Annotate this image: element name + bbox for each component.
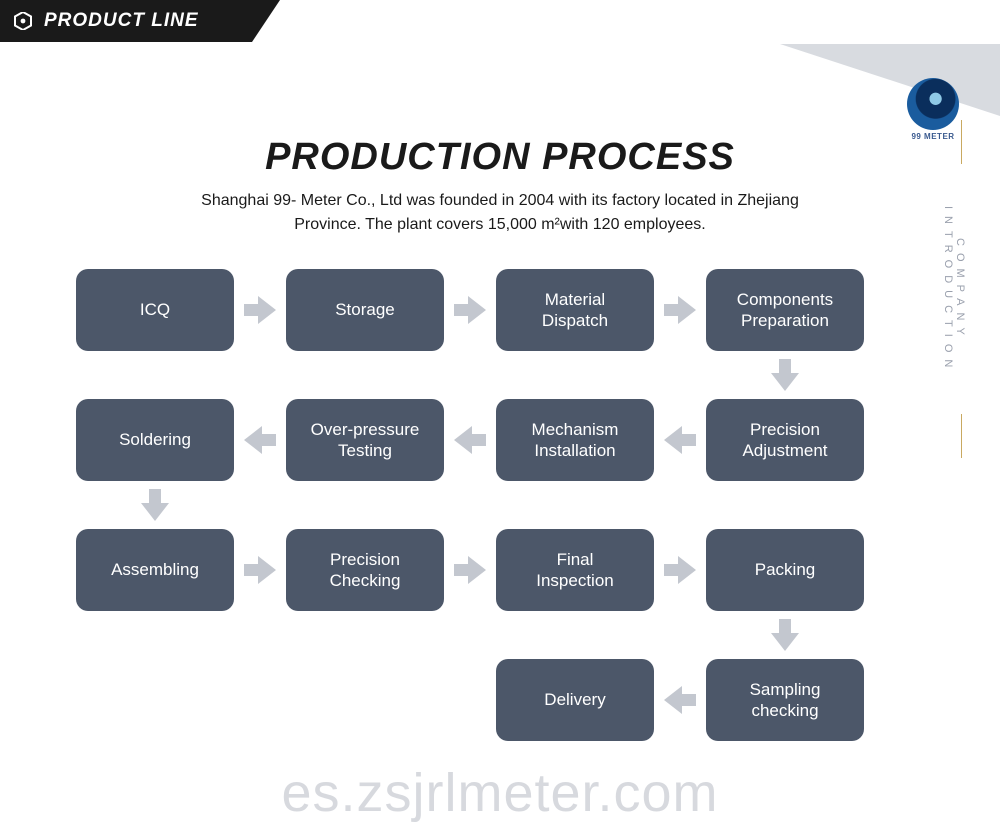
flow-arrow-right-icon [662,292,698,328]
header-band: PRODUCT LINE [0,0,252,42]
flow-node-n12: Packing [706,529,864,611]
page-title: PRODUCTION PROCESS [0,136,1000,179]
flow-node-n3: MaterialDispatch [496,269,654,351]
flow-node-n8: Soldering [76,399,234,481]
flow-arrow-down-icon [767,357,803,393]
flow-node-n5: PrecisionAdjustment [706,399,864,481]
flow-arrow-left-icon [662,682,698,718]
logo-text: 99 METER [911,132,954,141]
flow-arrow-left-icon [662,422,698,458]
flow-arrow-down-icon [767,617,803,653]
flow-node-n2: Storage [286,269,444,351]
flow-arrow-down-icon [137,487,173,523]
flow-node-n11: FinalInspection [496,529,654,611]
subtitle-line-1: Shanghai 99- Meter Co., Ltd was founded … [201,192,799,209]
side-vertical-text: COMPANY INTRODUCTION [942,170,966,410]
subtitle-line-2: Province. The plant covers 15,000 m²with… [294,216,705,233]
flow-node-n7: Over-pressureTesting [286,399,444,481]
logo-icon [907,78,959,130]
corner-triangle [780,44,1000,116]
flowchart: ICQ Storage MaterialDispatch ComponentsPrep… [76,269,926,809]
flow-arrow-right-icon [452,552,488,588]
flow-arrow-right-icon [662,552,698,588]
flow-arrow-right-icon [452,292,488,328]
flow-arrow-left-icon [452,422,488,458]
flow-node-n4: ComponentsPreparation [706,269,864,351]
page-subtitle: Shanghai 99- Meter Co., Ltd was founded … [110,189,890,237]
logo: 99 METER [906,78,960,142]
side-divider-bottom [961,414,962,458]
flow-node-n9: Assembling [76,529,234,611]
hex-bullet-icon [14,12,32,30]
side-divider-top [961,120,962,164]
flow-node-n10: PrecisionChecking [286,529,444,611]
flow-arrow-right-icon [242,292,278,328]
flow-arrow-left-icon [242,422,278,458]
header-label: PRODUCT LINE [44,10,199,32]
flow-arrow-right-icon [242,552,278,588]
flow-node-n6: MechanismInstallation [496,399,654,481]
flow-node-n1: ICQ [76,269,234,351]
flow-node-n13: Samplingchecking [706,659,864,741]
flow-node-n14: Delivery [496,659,654,741]
